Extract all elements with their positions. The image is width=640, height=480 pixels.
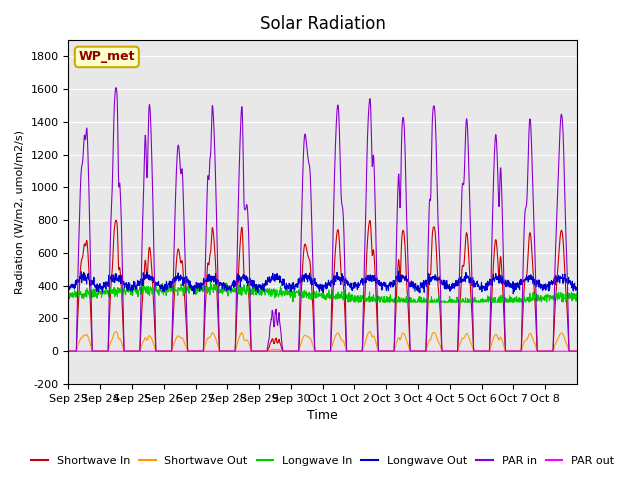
Legend: Shortwave In, Shortwave Out, Longwave In, Longwave Out, PAR in, PAR out: Shortwave In, Shortwave Out, Longwave In… xyxy=(27,452,619,470)
Text: WP_met: WP_met xyxy=(79,50,135,63)
Y-axis label: Radiation (W/m2, umol/m2/s): Radiation (W/m2, umol/m2/s) xyxy=(15,130,25,294)
Title: Solar Radiation: Solar Radiation xyxy=(260,15,385,33)
X-axis label: Time: Time xyxy=(307,409,338,422)
